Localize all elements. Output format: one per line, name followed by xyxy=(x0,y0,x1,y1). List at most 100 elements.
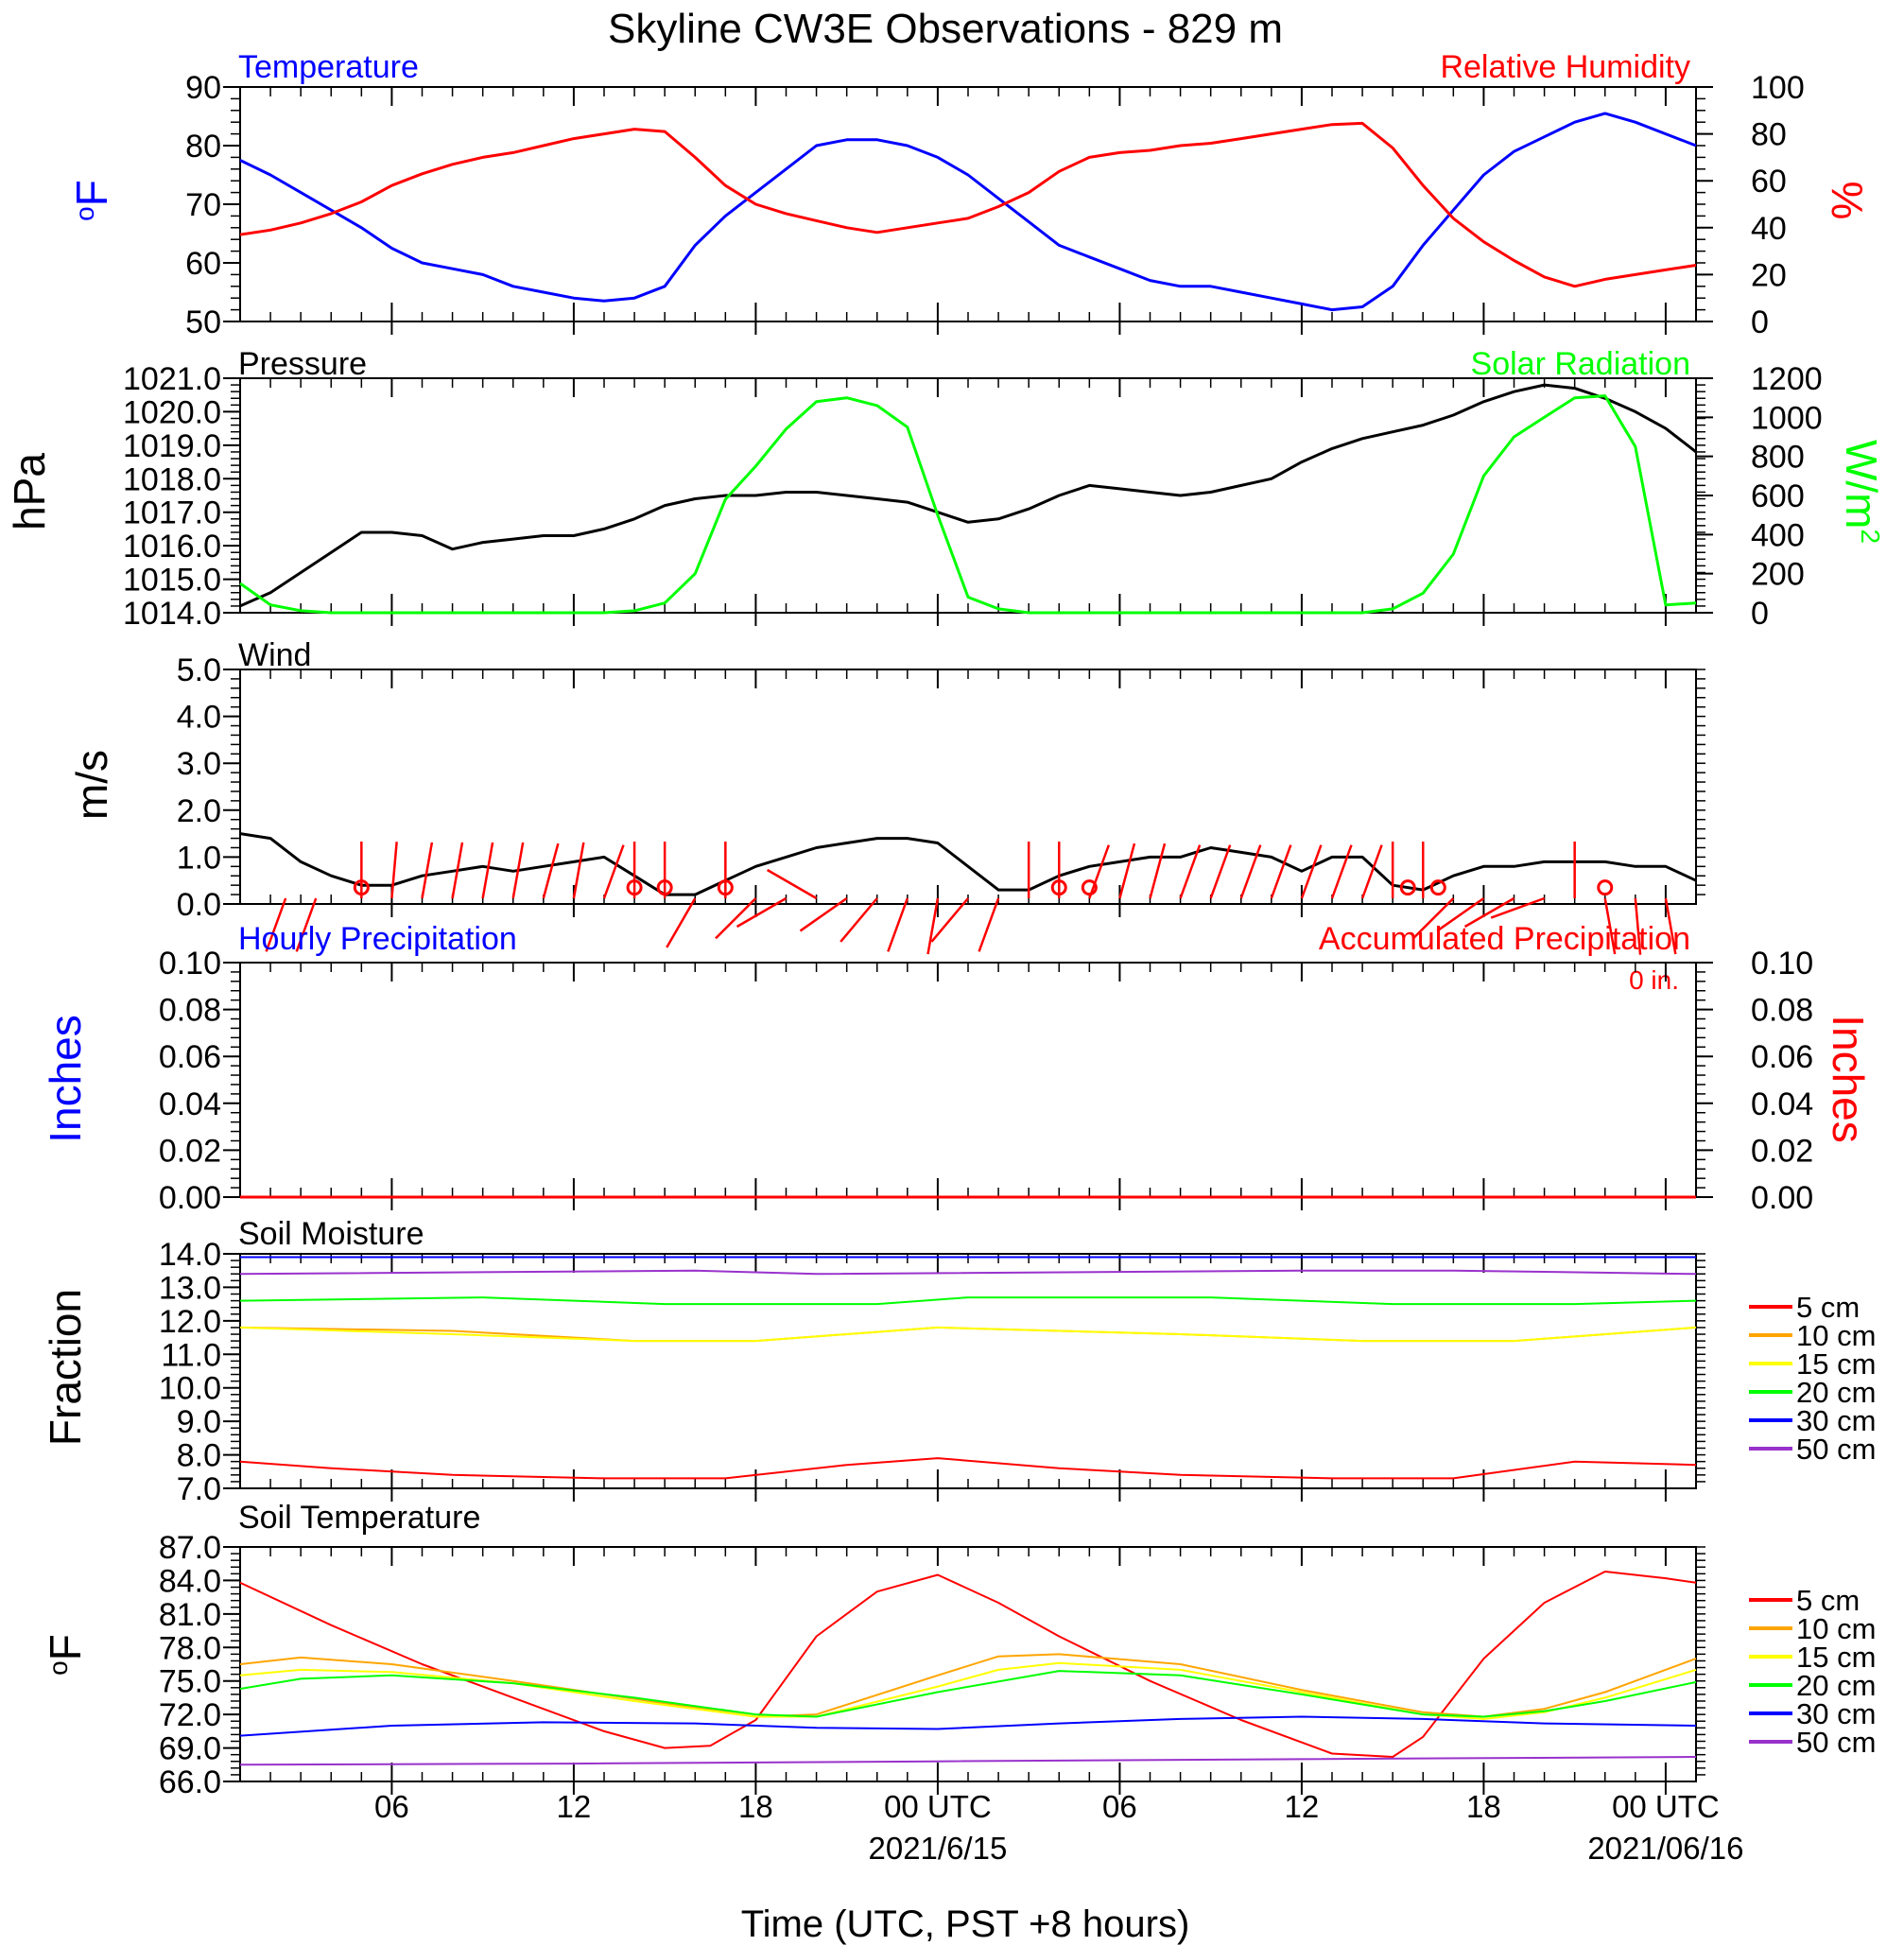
panel2-ylabel-left: hPa xyxy=(5,453,54,530)
panel2-title-left: Pressure xyxy=(238,346,367,382)
y-tick-label-right: 80 xyxy=(1751,117,1787,153)
wind-barb xyxy=(390,842,398,899)
y-tick-label-right: 0.04 xyxy=(1751,1086,1813,1122)
y-tick-label-left: 5.0 xyxy=(177,652,221,688)
wind-barb xyxy=(1664,897,1677,955)
series-line xyxy=(239,121,1697,288)
wind-barb xyxy=(1490,896,1546,919)
panel4-ylabel-right: Inches xyxy=(1824,1015,1873,1143)
y-tick-label-left: 8.0 xyxy=(177,1438,221,1474)
series-line xyxy=(239,832,1697,896)
y-tick-label-right: 20 xyxy=(1751,257,1787,293)
panel1-ylabel-right: % xyxy=(1823,182,1872,220)
y-tick-label-left: 11.0 xyxy=(161,1337,221,1373)
series-line xyxy=(239,1571,1697,1758)
wind-barb xyxy=(1603,897,1617,955)
panel4-title-left: Hourly Precipitation xyxy=(238,921,517,957)
legend-label: 20 cm xyxy=(1796,1376,1876,1409)
wind-barb xyxy=(1360,844,1383,899)
x-tick-label: 06 xyxy=(374,1789,409,1824)
y-tick-label-left: 3.0 xyxy=(177,746,221,782)
y-tick-label-left: 84.0 xyxy=(159,1563,221,1599)
series-line xyxy=(239,112,1697,312)
wind-barb xyxy=(1179,844,1202,899)
x-axis-label: Time (UTC, PST +8 hours) xyxy=(741,1903,1190,1945)
y-tick-label-left: 75.0 xyxy=(159,1664,221,1700)
y-tick-label-left: 14.0 xyxy=(159,1237,221,1273)
calm-wind-marker xyxy=(717,879,734,896)
accumulated-total-label: 0 in. xyxy=(1629,965,1679,995)
legend-label: 15 cm xyxy=(1796,1641,1876,1674)
x-date-label: 2021/06/16 xyxy=(1587,1831,1743,1866)
plot-frame xyxy=(239,962,1697,1198)
y-tick-label-left: 66.0 xyxy=(159,1764,221,1800)
y-tick-label-right: 40 xyxy=(1751,211,1787,247)
y-tick-label-right: 0 xyxy=(1751,304,1769,340)
series-line xyxy=(239,394,1697,615)
y-tick-label-right: 600 xyxy=(1751,478,1805,514)
wind-barb xyxy=(666,897,697,948)
calm-wind-marker xyxy=(656,879,673,896)
wind-barb xyxy=(766,868,818,900)
wind-barb xyxy=(542,843,560,899)
y-tick-label-left: 10.0 xyxy=(159,1371,221,1407)
series-line xyxy=(239,1457,1697,1480)
y-tick-label-right: 0.00 xyxy=(1751,1180,1813,1216)
y-tick-label-right: 1000 xyxy=(1751,400,1823,436)
wind-barb xyxy=(1463,896,1515,929)
wind-barb xyxy=(799,896,848,932)
y-tick-label-left: 0.04 xyxy=(159,1086,221,1122)
panel4-plot: 0.10 0.08 0.06 0.04 0.02 0.00 0.10 0.08 0.06 0.04… xyxy=(159,946,1813,1216)
wind-barb xyxy=(887,897,909,952)
calm-wind-marker xyxy=(1429,879,1446,896)
panel1-title-left: Temperature xyxy=(238,49,419,85)
calm-wind-marker xyxy=(1050,879,1067,896)
y-tick-label-left: 9.0 xyxy=(177,1404,221,1440)
legend-label: 10 cm xyxy=(1796,1319,1876,1352)
y-tick-label-left: 13.0 xyxy=(159,1270,221,1306)
y-tick-label-left: 2.0 xyxy=(177,793,221,829)
y-tick-label-right: 400 xyxy=(1751,517,1805,553)
y-tick-label-left: 0.10 xyxy=(159,946,221,982)
y-tick-label-right: 0.08 xyxy=(1751,993,1813,1029)
y-tick-label-right: 200 xyxy=(1751,557,1805,593)
wind-barb xyxy=(1330,844,1353,899)
y-tick-label-left: 81.0 xyxy=(159,1597,221,1633)
panel1-ylabel-left: oF xyxy=(67,180,116,221)
legend-label: 30 cm xyxy=(1796,1697,1876,1730)
series-line xyxy=(239,1296,1697,1306)
y-tick-label-left: 0.06 xyxy=(159,1039,221,1075)
y-tick-label-left: 1021.0 xyxy=(123,361,221,397)
wind-barb xyxy=(602,844,625,899)
panel5-title-left: Soil Moisture xyxy=(238,1216,424,1252)
y-tick-label-left: 72.0 xyxy=(159,1697,221,1733)
y-tick-label-left: 7.0 xyxy=(177,1471,221,1507)
legend-label: 5 cm xyxy=(1796,1584,1860,1617)
wind-barb xyxy=(1270,844,1292,899)
wind-barb xyxy=(421,842,434,899)
wind-barb xyxy=(572,842,585,899)
y-tick-label-left: 1015.0 xyxy=(123,563,221,599)
series-line xyxy=(239,1269,1697,1276)
series-line xyxy=(239,383,1697,608)
y-tick-label-left: 90 xyxy=(185,70,221,106)
panel-wind: Wind m/s 5.0 4.0 3.0 2.0 1.0 0.0 xyxy=(67,637,1705,955)
wind-barb xyxy=(1149,843,1167,899)
wind-barb xyxy=(1088,844,1111,899)
panel2-title-right: Solar Radiation xyxy=(1471,346,1690,382)
wind-barb xyxy=(1239,844,1262,899)
panel2-ylabel-right: W/m2 xyxy=(1837,440,1886,544)
y-tick-label-left: 50 xyxy=(185,304,221,340)
series-line xyxy=(239,1715,1697,1737)
y-tick-label-left: 0.08 xyxy=(159,993,221,1029)
y-tick-label-right: 0.10 xyxy=(1751,946,1813,982)
wind-barb xyxy=(1634,897,1642,955)
wind-barb xyxy=(481,842,494,899)
panel-soil-moisture: Soil Moisture Fraction 14.013.012.011.01… xyxy=(41,1216,1876,1507)
wind-barb xyxy=(451,842,464,899)
legend-label: 20 cm xyxy=(1796,1669,1876,1702)
degree-mark: o xyxy=(43,1660,73,1676)
panel4-title-right: Accumulated Precipitation xyxy=(1319,921,1690,957)
wind-barb xyxy=(736,896,788,929)
